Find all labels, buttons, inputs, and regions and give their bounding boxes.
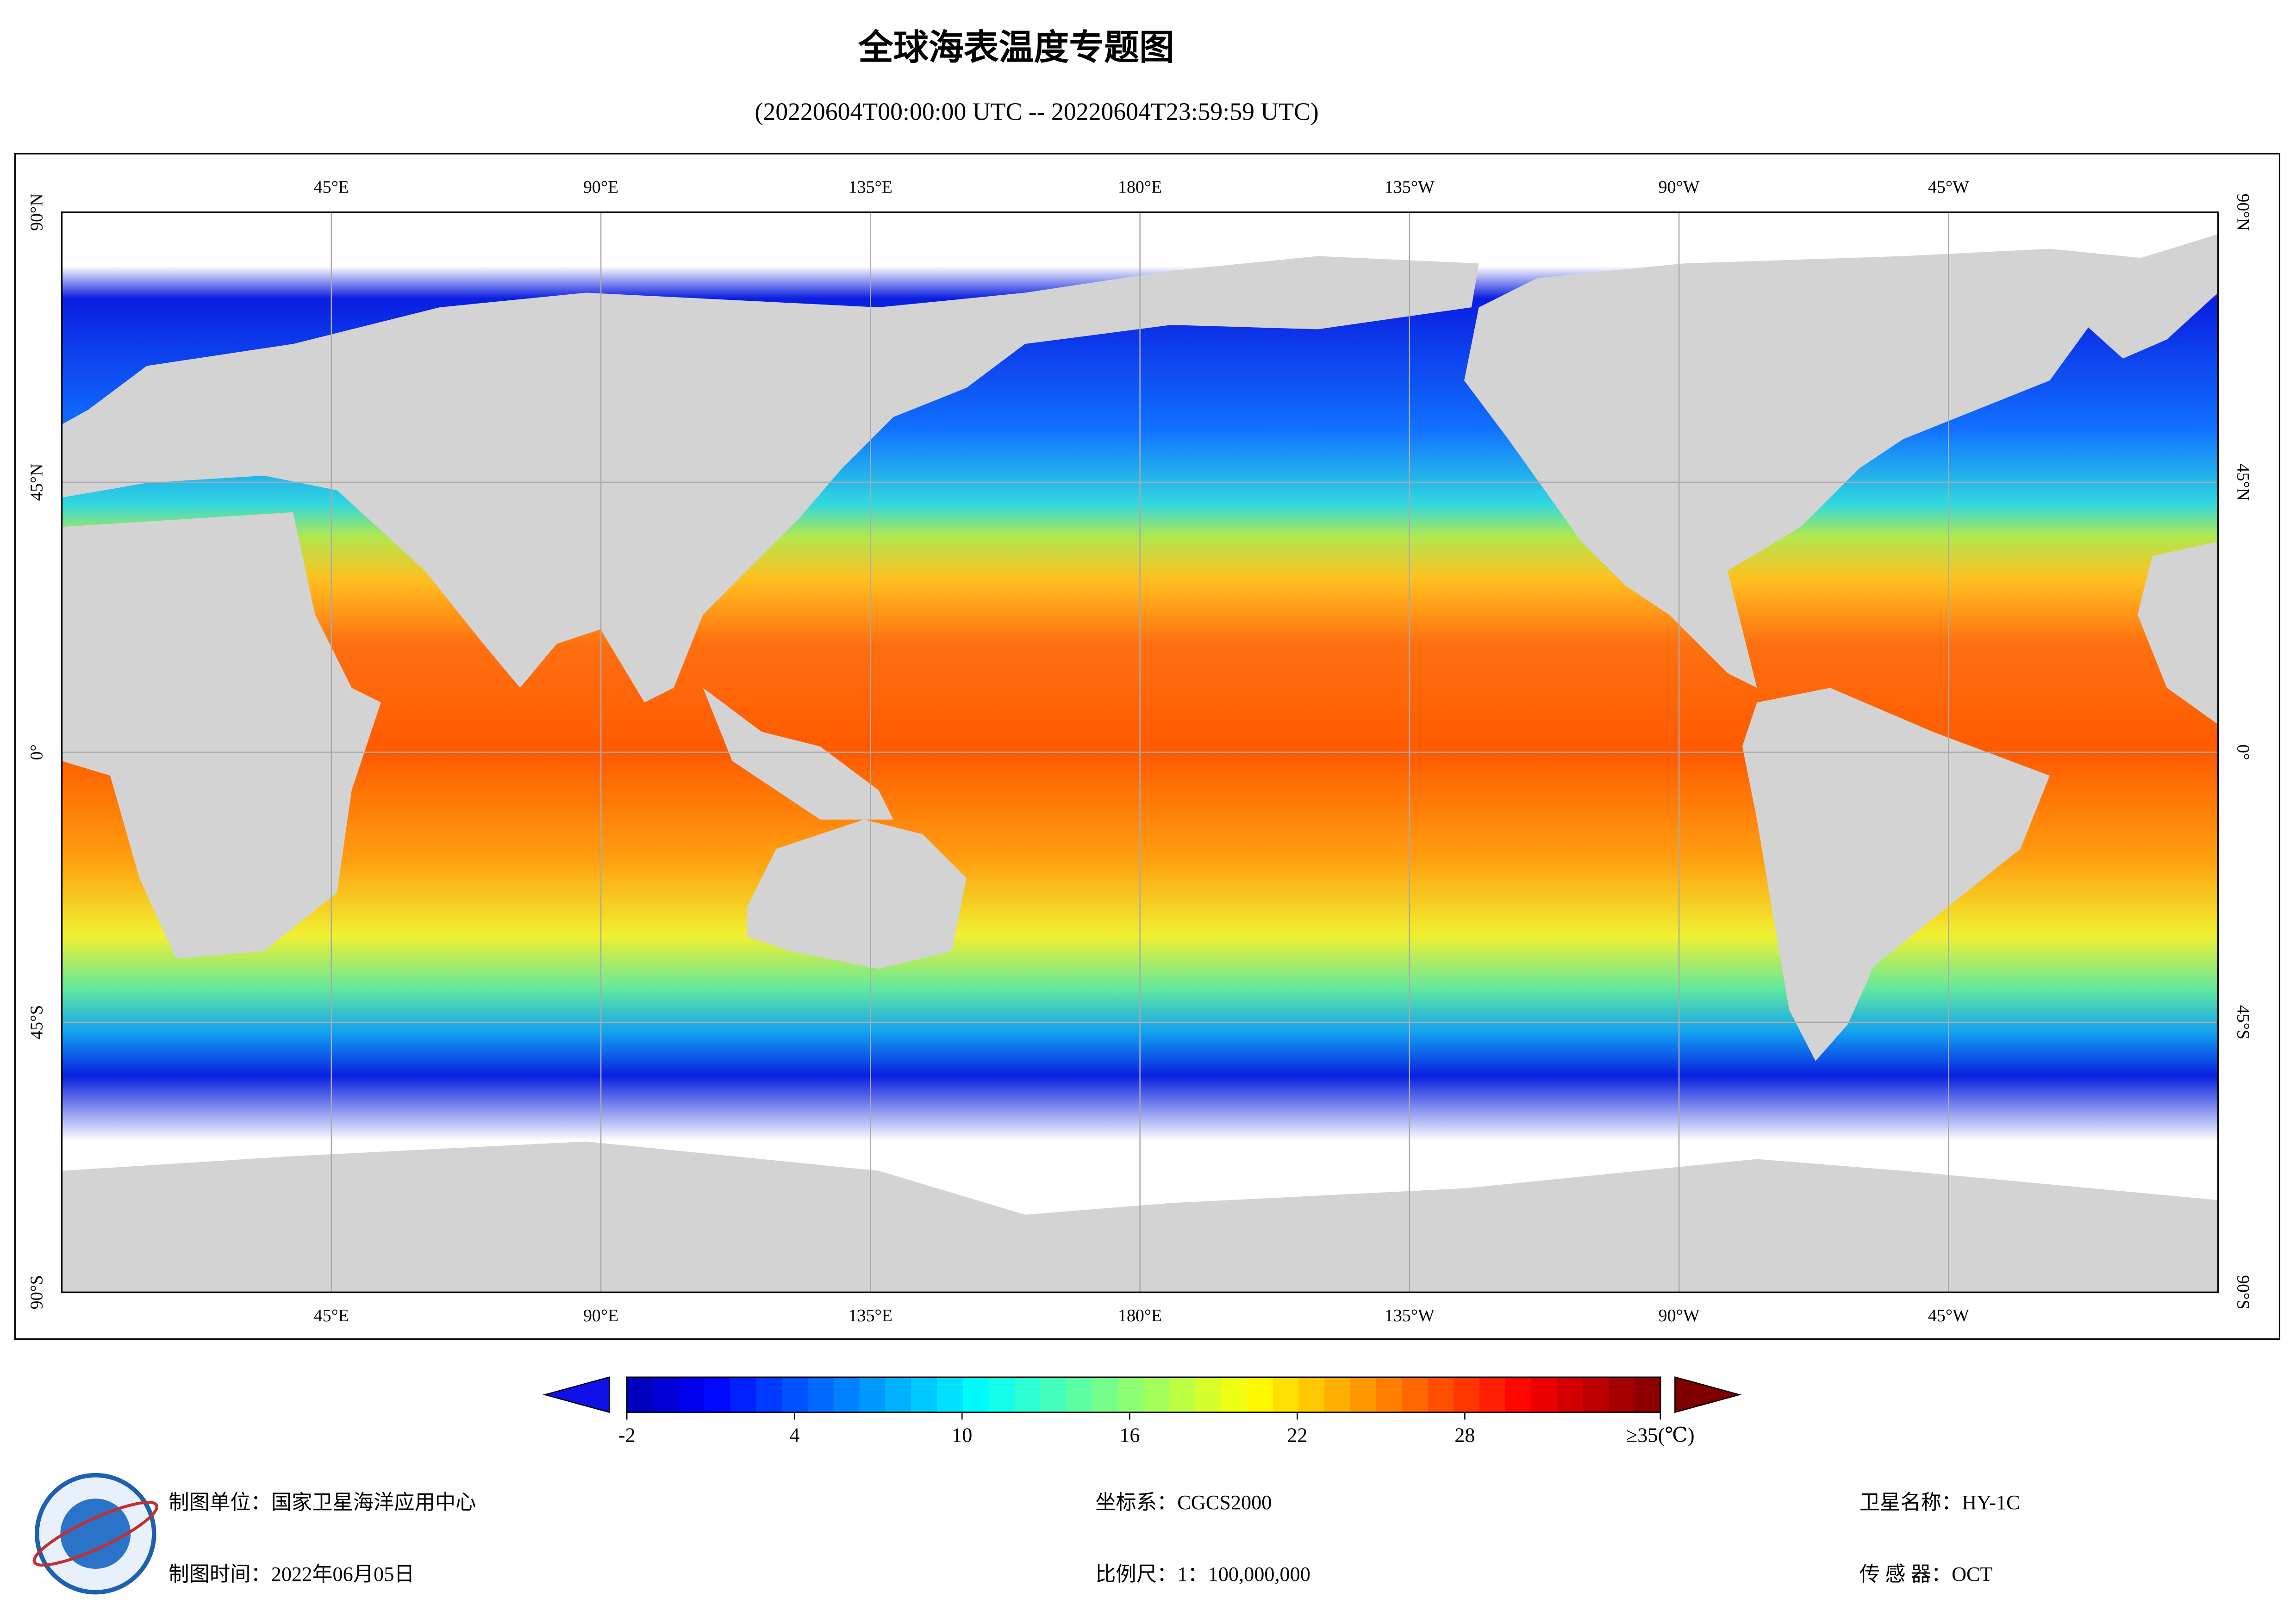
colorbar-cell — [962, 1377, 990, 1412]
subtitle: (20220604T00:00:00 UTC -- 20220604T23:59… — [755, 98, 1319, 125]
lon-label-bottom: 90°E — [583, 1306, 618, 1325]
colorbar-cell — [1014, 1377, 1041, 1412]
colorbar-cell — [1040, 1377, 1067, 1412]
colorbar-cell — [1143, 1377, 1170, 1412]
colorbar-cell — [1402, 1377, 1429, 1412]
lon-label-bottom: 45°W — [1928, 1306, 1969, 1325]
footer-satellite: 卫星名称：HY-1C — [1859, 1491, 2020, 1514]
colorbar-cell — [1583, 1377, 1610, 1412]
lat-label-right: 45°S — [2234, 1005, 2253, 1039]
colorbar-cell — [1066, 1377, 1093, 1412]
map — [61, 211, 2219, 1293]
lon-label-top: 90°E — [583, 178, 618, 197]
footer-unit: 制图单位：国家卫星海洋应用中心 — [168, 1491, 476, 1514]
colorbar-cell — [1350, 1377, 1377, 1412]
lat-label-left: 45°S — [27, 1005, 47, 1039]
lat-label-right: 90°N — [2234, 193, 2253, 231]
lat-label-right: 90°S — [2234, 1275, 2253, 1309]
lon-label-bottom: 45°E — [314, 1306, 349, 1325]
lon-label-top: 90°W — [1659, 178, 1700, 197]
colorbar-tick-label: -2 — [618, 1424, 636, 1447]
colorbar-tick-label: 22 — [1287, 1424, 1307, 1447]
colorbar-cell — [1247, 1377, 1274, 1412]
lat-label-left: 90°S — [27, 1275, 47, 1309]
colorbar-cell — [807, 1377, 835, 1412]
lon-label-top: 45°E — [314, 178, 349, 197]
lat-label-left: 0° — [27, 744, 47, 760]
colorbar-cell — [1117, 1377, 1145, 1412]
colorbar-cell — [988, 1377, 1016, 1412]
colorbar-cell — [1092, 1377, 1119, 1412]
lon-label-bottom: 135°E — [849, 1306, 892, 1325]
colorbar-cell — [911, 1377, 938, 1412]
lat-label-left: 45°N — [27, 464, 47, 501]
colorbar-cell — [756, 1377, 783, 1412]
colorbar-cell — [1273, 1377, 1299, 1412]
colorbar-tick-label: 16 — [1119, 1424, 1140, 1447]
colorbar-cell — [653, 1377, 680, 1412]
colorbar-cell — [885, 1377, 912, 1412]
colorbar-cell — [1195, 1377, 1222, 1412]
colorbar-cell — [730, 1377, 757, 1412]
colorbar-under — [543, 1376, 610, 1413]
lon-label-top: 135°E — [849, 178, 892, 197]
colorbar-tick-label: 4 — [789, 1424, 799, 1447]
colorbar-cell — [1505, 1377, 1532, 1412]
colorbar-cell — [1557, 1377, 1584, 1412]
colorbar-cell — [1609, 1377, 1635, 1412]
footer-sensor: 传 感 器：OCT — [1859, 1563, 1993, 1586]
colorbar-cell — [1454, 1377, 1480, 1412]
colorbar-cell — [1634, 1377, 1661, 1412]
footer-scale: 比例尺：1：100,000,000 — [1095, 1563, 1310, 1586]
footer-crs: 坐标系：CGCS2000 — [1095, 1491, 1272, 1514]
graticule — [62, 212, 2218, 1293]
colorbar-cell — [833, 1377, 861, 1412]
lon-label-bottom: 90°W — [1659, 1306, 1700, 1325]
lat-label-left: 90°N — [27, 193, 47, 231]
lon-label-top: 180°E — [1118, 178, 1162, 197]
lon-label-bottom: 180°E — [1118, 1306, 1162, 1325]
map-frame — [14, 153, 2281, 1340]
lat-label-right: 45°N — [2234, 464, 2253, 501]
colorbar-cell — [1376, 1377, 1403, 1412]
colorbar-cell — [1169, 1377, 1196, 1412]
colorbar-tick-label: ≥35(℃) — [1626, 1424, 1695, 1447]
colorbar-cell — [678, 1377, 705, 1412]
title: 全球海表温度专题图 — [858, 27, 1174, 68]
colorbar-cell — [859, 1377, 886, 1412]
colorbar-cell — [1324, 1377, 1351, 1412]
colorbar-over — [1674, 1376, 1742, 1413]
colorbar: -2 4 10 16 22 28 ≥35(℃) — [543, 1376, 1742, 1447]
colorbar-tick-label: 10 — [952, 1424, 972, 1447]
colorbar-cell — [1531, 1377, 1558, 1412]
lat-label-right: 0° — [2234, 744, 2253, 760]
lon-label-top: 45°W — [1928, 178, 1969, 197]
colorbar-border — [626, 1376, 1661, 1413]
colorbar-cell — [1428, 1377, 1454, 1412]
map-border — [61, 211, 2219, 1293]
colorbar-cell — [627, 1377, 654, 1412]
lon-label-top: 135°W — [1385, 178, 1435, 197]
colorbar-cell — [1221, 1377, 1248, 1412]
colorbar-cell — [704, 1377, 731, 1412]
footer-time: 制图时间：2022年06月05日 — [168, 1563, 414, 1586]
colorbar-cell — [1479, 1377, 1506, 1412]
colorbar-cell — [1298, 1377, 1325, 1412]
logo — [32, 1473, 158, 1595]
colorbar-cell — [782, 1377, 809, 1412]
colorbar-cell — [936, 1377, 964, 1412]
colorbar-tick-label: 28 — [1454, 1424, 1475, 1447]
lon-label-bottom: 135°W — [1385, 1306, 1435, 1325]
